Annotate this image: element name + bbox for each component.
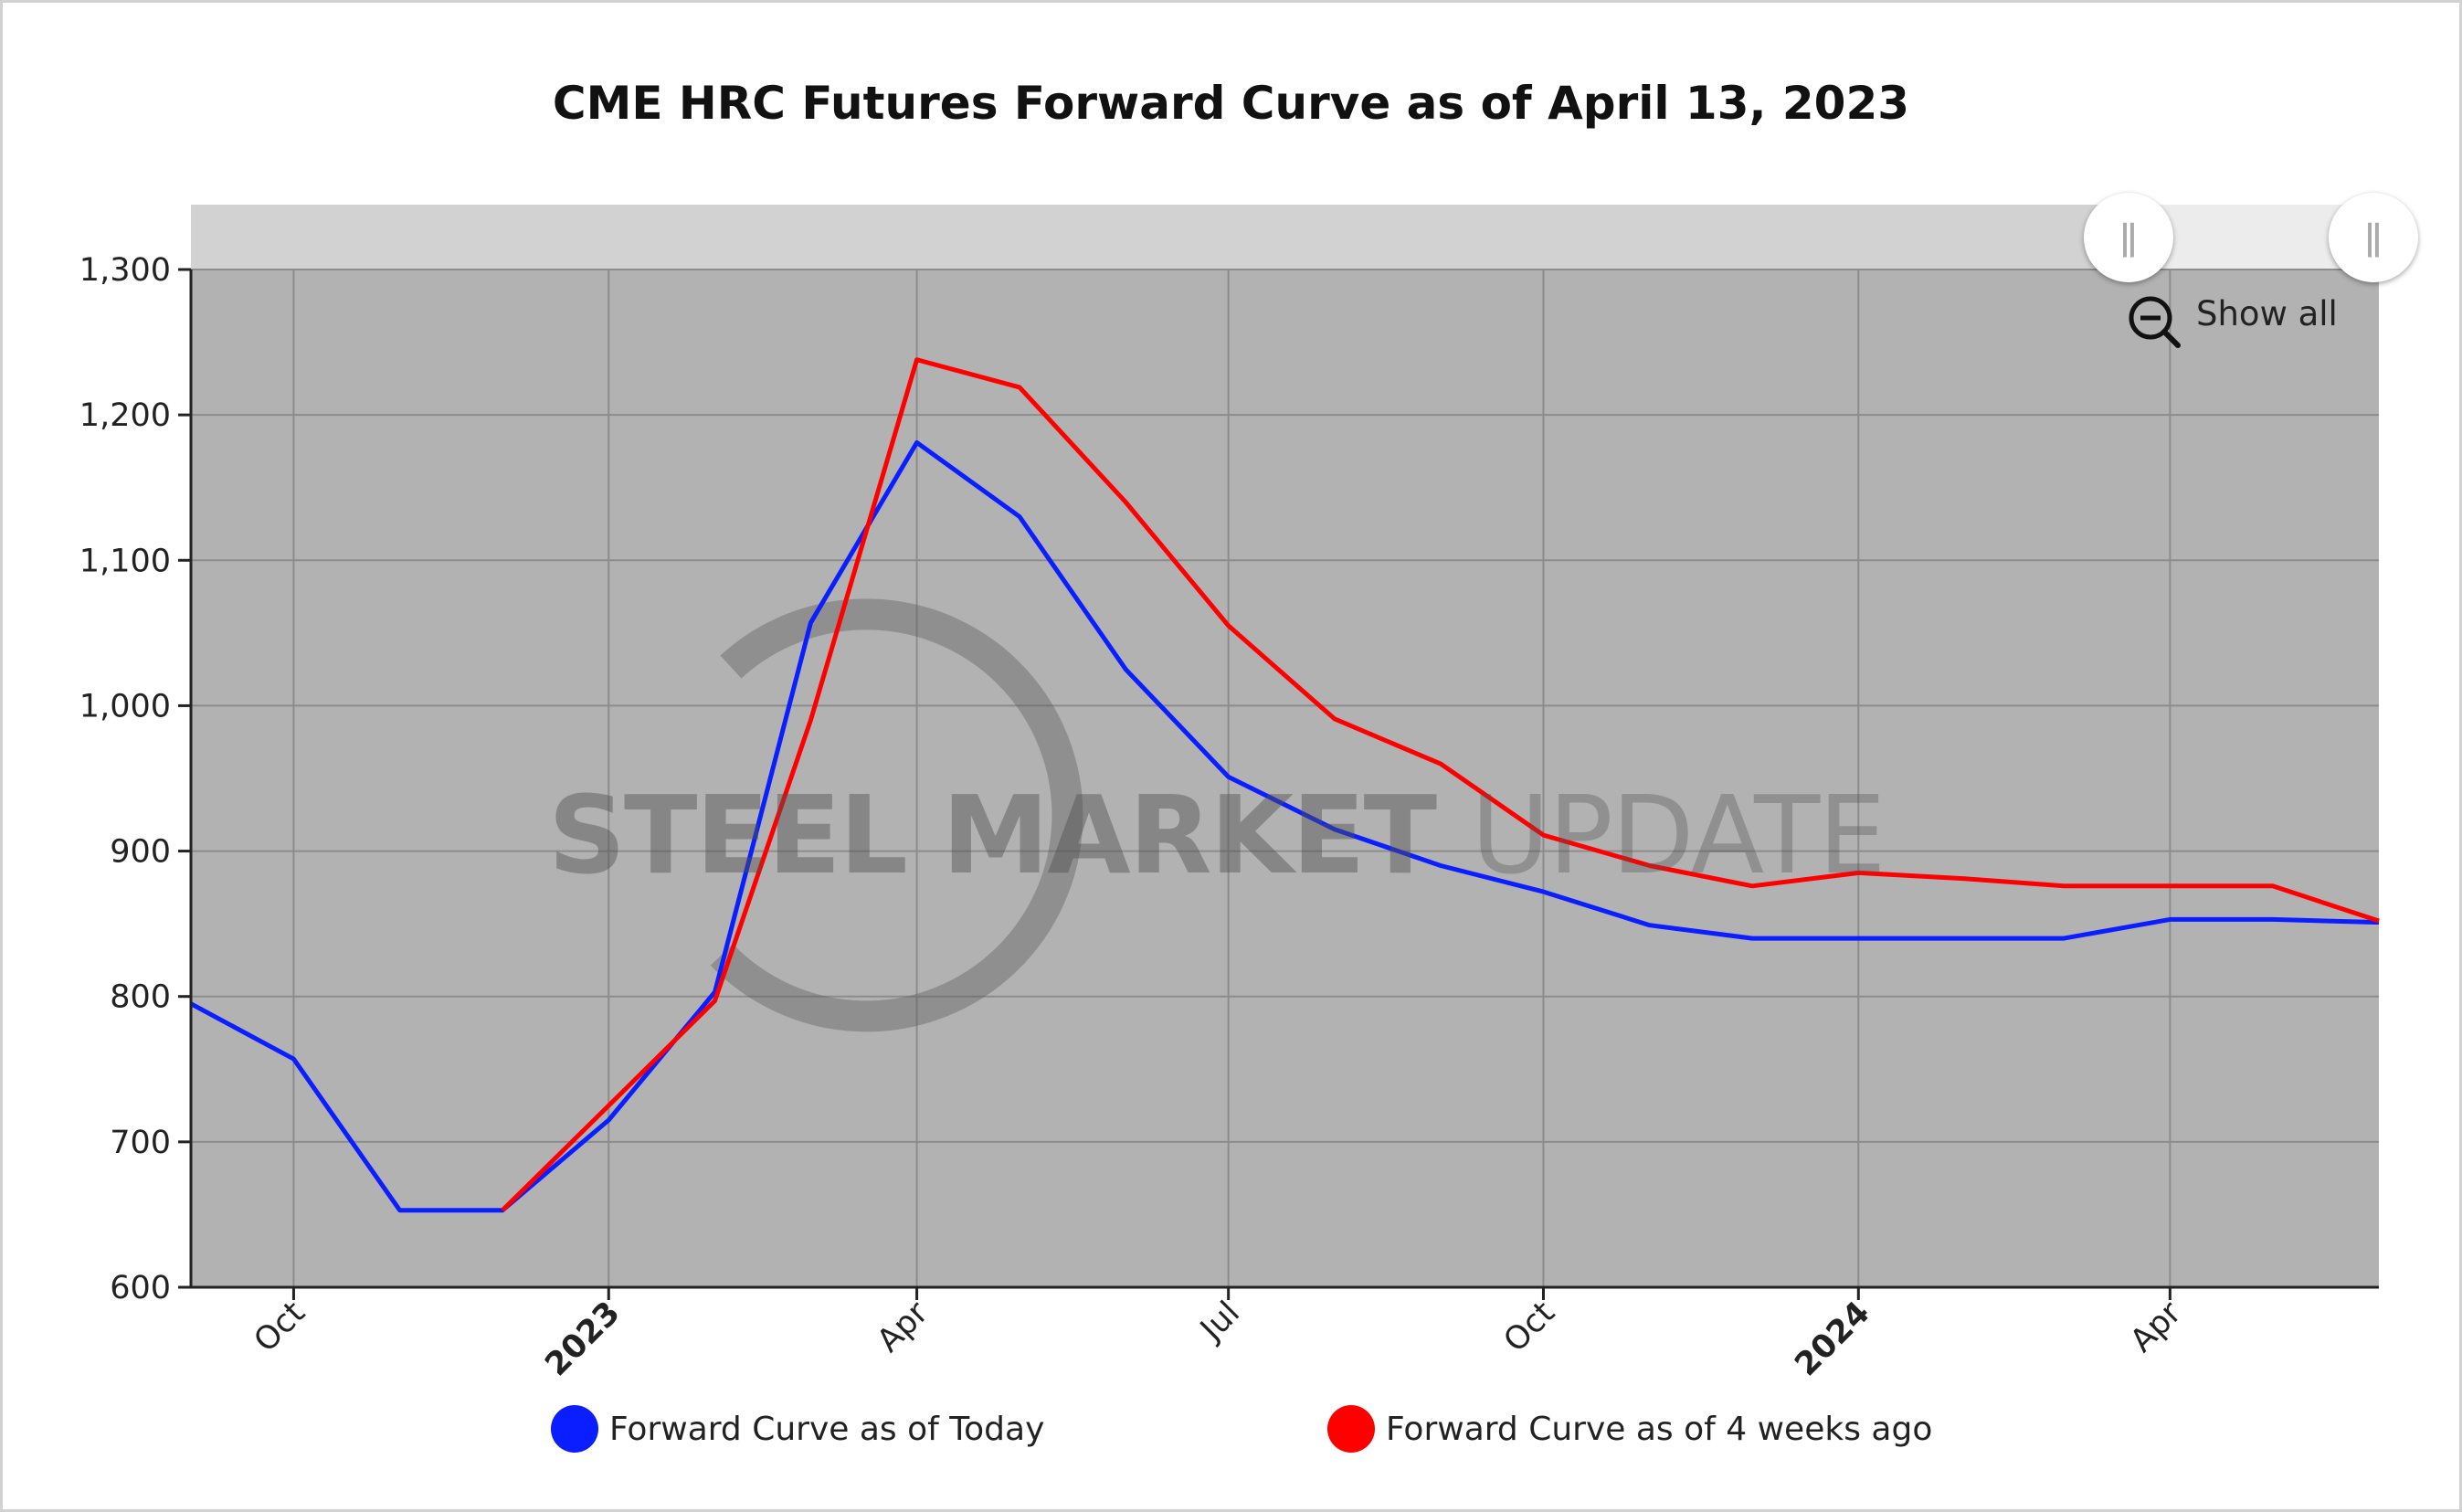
x-tick-label: 2024 bbox=[1788, 1295, 1876, 1383]
x-tick-label: Apr bbox=[871, 1295, 936, 1360]
watermark-light: UPDATE bbox=[1471, 772, 1886, 898]
y-tick-label: 1,300 bbox=[79, 252, 171, 289]
x-tick-label: 2023 bbox=[538, 1295, 627, 1383]
y-tick-label: 1,200 bbox=[79, 397, 171, 434]
y-tick-label: 700 bbox=[110, 1125, 171, 1161]
watermark-bold: STEEL MARKET bbox=[548, 772, 1437, 898]
x-tick-label: Oct bbox=[1497, 1295, 1562, 1359]
series-line-weeks-ago[interactable] bbox=[501, 357, 2380, 1212]
legend-item-weeks-ago[interactable]: Forward Curve as of 4 weeks ago bbox=[1327, 1405, 1932, 1453]
x-tick-label: Jul bbox=[1192, 1295, 1247, 1349]
watermark-text: STEEL MARKET UPDATE bbox=[548, 772, 1886, 898]
x-axis-ticks: Oct 2023 Apr Jul Oct 2024 Apr bbox=[248, 1287, 2189, 1383]
x-tick-label: Oct bbox=[248, 1295, 312, 1359]
chart-title: CME HRC Futures Forward Curve as of Apri… bbox=[552, 77, 1910, 130]
gridlines bbox=[191, 269, 2379, 1288]
y-tick-label: 900 bbox=[110, 834, 171, 871]
legend-marker-today bbox=[551, 1405, 598, 1453]
y-axis-ticks: 1,300 1,200 1,100 1,000 900 800 700 600 bbox=[79, 252, 191, 1306]
x-tick-label: Apr bbox=[2124, 1295, 2190, 1360]
navigator-right-handle[interactable]: ǁ bbox=[2329, 193, 2418, 282]
legend-label-weeks-ago: Forward Curve as of 4 weeks ago bbox=[1386, 1410, 1933, 1448]
y-tick-label: 600 bbox=[110, 1270, 171, 1306]
zoom-out-icon[interactable] bbox=[2127, 294, 2182, 349]
series-line-today[interactable] bbox=[189, 439, 2380, 1213]
y-tick-label: 800 bbox=[110, 979, 171, 1016]
legend-item-today[interactable]: Forward Curve as of Today bbox=[551, 1405, 1044, 1453]
navigator-bar[interactable] bbox=[191, 205, 2379, 270]
watermark-logo bbox=[710, 598, 1083, 1032]
y-tick-label: 1,100 bbox=[79, 543, 171, 579]
navigator-left-handle[interactable]: ǁ bbox=[2084, 193, 2173, 282]
plot-background bbox=[191, 270, 2379, 1287]
axes bbox=[189, 270, 2379, 1289]
show-all-button[interactable]: Show all bbox=[2196, 294, 2338, 333]
y-tick-label: 1,000 bbox=[79, 688, 171, 724]
legend-label-today: Forward Curve as of Today bbox=[609, 1410, 1045, 1448]
series-layer bbox=[189, 357, 2380, 1213]
watermark-ring bbox=[710, 598, 1083, 1032]
legend-marker-weeks-ago bbox=[1327, 1405, 1375, 1453]
